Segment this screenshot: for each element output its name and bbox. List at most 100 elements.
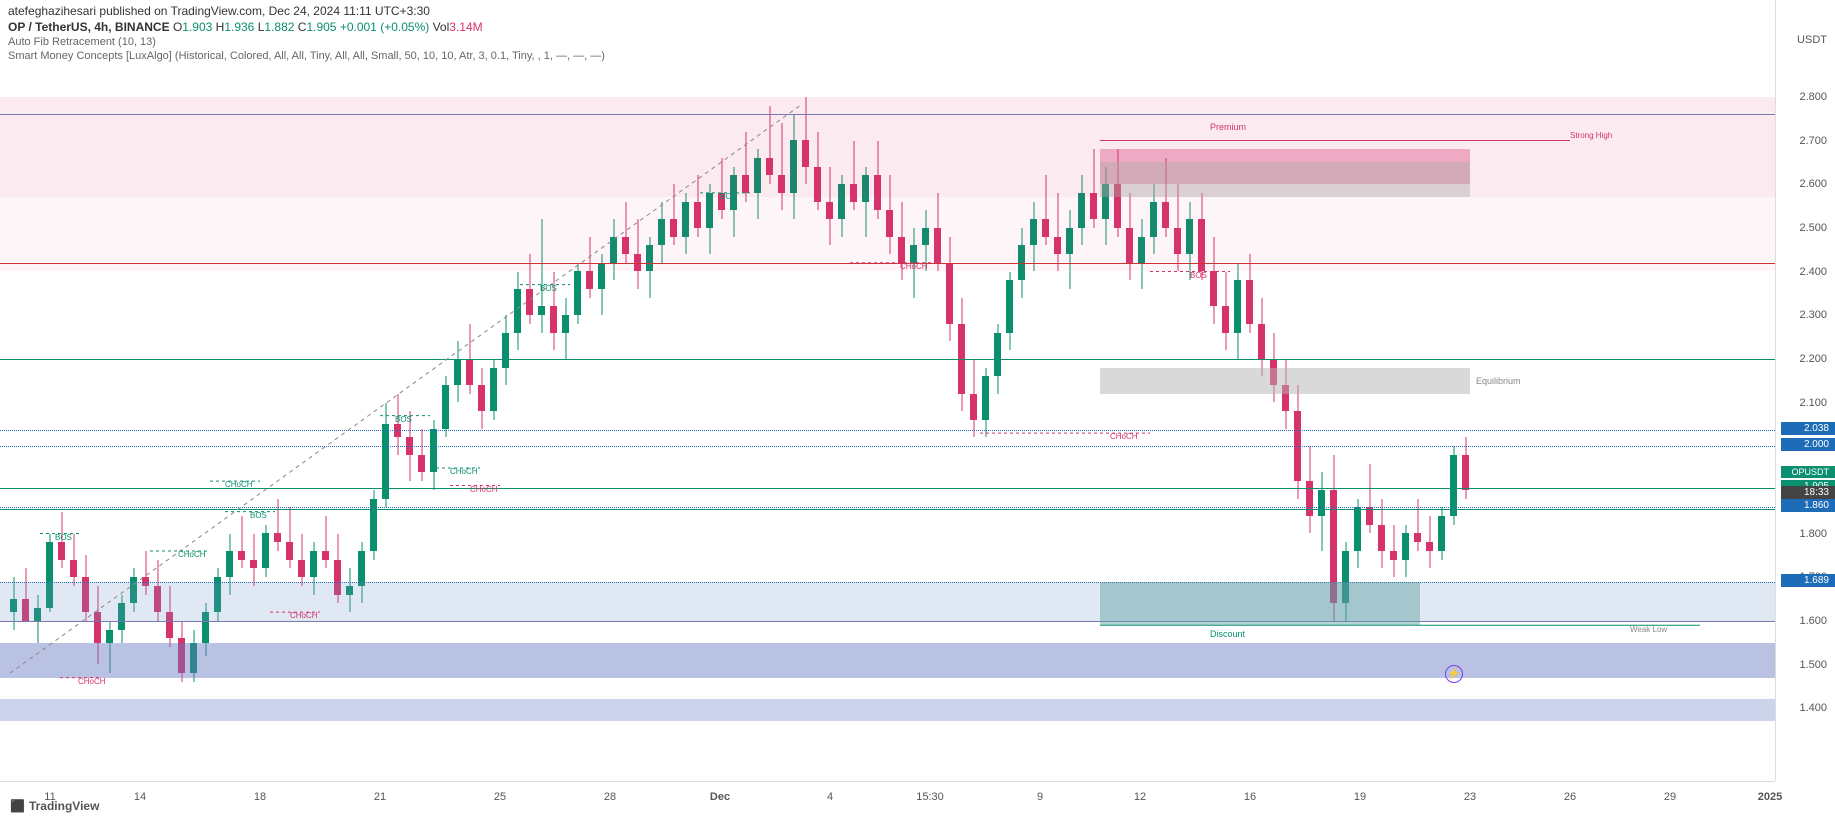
candle bbox=[502, 315, 509, 385]
candle bbox=[490, 359, 497, 420]
x-tick: Dec bbox=[710, 791, 730, 803]
y-tick: 2.800 bbox=[1799, 91, 1827, 103]
candle bbox=[1006, 272, 1013, 351]
y-tick: 2.400 bbox=[1799, 266, 1827, 278]
indicator-smc: Smart Money Concepts [LuxAlgo] (Historic… bbox=[8, 50, 1827, 62]
volume: Vol3.14M bbox=[433, 20, 483, 34]
y-tick: 2.600 bbox=[1799, 178, 1827, 190]
x-tick: 21 bbox=[374, 791, 386, 803]
price-label: 2.038 bbox=[1781, 422, 1835, 435]
smc-label: CHoCH bbox=[78, 677, 106, 686]
y-tick: 2.200 bbox=[1799, 353, 1827, 365]
smc-label: CHoCH bbox=[225, 480, 253, 489]
annotation: Weak Low bbox=[1630, 625, 1667, 634]
x-tick: 12 bbox=[1134, 791, 1146, 803]
time-axis: 111418212528Dec415:3091216192326292025 bbox=[0, 781, 1775, 821]
y-tick: 2.700 bbox=[1799, 135, 1827, 147]
candle bbox=[1366, 464, 1373, 534]
x-tick: 28 bbox=[604, 791, 616, 803]
annotation: Strong High bbox=[1570, 131, 1612, 140]
annotation: Premium bbox=[1210, 122, 1246, 132]
x-tick: 15:30 bbox=[916, 791, 944, 803]
horizontal-line bbox=[0, 430, 1775, 431]
price-zone bbox=[0, 643, 1775, 678]
smc-label: CHoCH bbox=[450, 467, 478, 476]
x-tick: 25 bbox=[494, 791, 506, 803]
candle bbox=[1426, 516, 1433, 568]
indicator-fib: Auto Fib Retracement (10, 13) bbox=[8, 36, 1827, 48]
x-tick: 26 bbox=[1564, 791, 1576, 803]
candle bbox=[958, 298, 965, 412]
horizontal-line bbox=[0, 488, 1775, 489]
horizontal-line bbox=[0, 446, 1775, 447]
candle bbox=[1438, 507, 1445, 559]
box-zone bbox=[1100, 162, 1470, 197]
y-tick: 2.500 bbox=[1799, 222, 1827, 234]
price-zone bbox=[0, 197, 1775, 271]
ohlc-l: L1.882 bbox=[258, 20, 295, 34]
smc-label: BOS bbox=[250, 511, 267, 520]
change: +0.001 bbox=[340, 20, 377, 34]
x-tick: 9 bbox=[1037, 791, 1043, 803]
candle bbox=[1318, 472, 1325, 551]
horizontal-line bbox=[0, 263, 1775, 264]
candle bbox=[370, 490, 377, 560]
candle bbox=[562, 298, 569, 359]
smc-label: BOS bbox=[720, 192, 737, 201]
candle bbox=[298, 534, 305, 586]
smc-label: BOS bbox=[395, 415, 412, 424]
candle bbox=[1390, 525, 1397, 577]
symbol-line: OP / TetherUS, 4h, BINANCE O1.903 H1.936… bbox=[8, 20, 1827, 34]
y-tick: 2.100 bbox=[1799, 397, 1827, 409]
y-tick: 2.300 bbox=[1799, 309, 1827, 321]
candle bbox=[454, 341, 461, 402]
price-zone bbox=[0, 97, 1775, 197]
x-tick: 19 bbox=[1354, 791, 1366, 803]
candle bbox=[1222, 272, 1229, 351]
smc-label: CHoCH bbox=[1110, 432, 1138, 441]
x-tick: 23 bbox=[1464, 791, 1476, 803]
box-zone bbox=[1100, 368, 1470, 394]
candle bbox=[442, 376, 449, 437]
symbol: OP / TetherUS, 4h, BINANCE bbox=[8, 20, 170, 34]
price-label: 18:33 bbox=[1781, 486, 1835, 499]
candle bbox=[262, 525, 269, 577]
smc-label: CHoCH bbox=[178, 550, 206, 559]
x-tick: 29 bbox=[1664, 791, 1676, 803]
candle bbox=[574, 263, 581, 324]
candle bbox=[1450, 446, 1457, 525]
candle bbox=[250, 534, 257, 586]
y-tick: 1.600 bbox=[1799, 615, 1827, 627]
candle bbox=[1258, 298, 1265, 377]
y-tick: 1.800 bbox=[1799, 528, 1827, 540]
x-tick: 14 bbox=[134, 791, 146, 803]
smc-label: CHoCH bbox=[290, 611, 318, 620]
candle bbox=[514, 272, 521, 351]
horizontal-line bbox=[0, 621, 1775, 622]
box-zone bbox=[1100, 582, 1420, 626]
smc-label: BOS bbox=[540, 284, 557, 293]
candle bbox=[382, 403, 389, 508]
price-zone bbox=[0, 699, 1775, 721]
candle bbox=[982, 368, 989, 438]
price-label: 1.689 bbox=[1781, 574, 1835, 587]
tradingview-watermark: ⬛ TradingView bbox=[10, 799, 99, 813]
candle bbox=[1402, 525, 1409, 577]
candle bbox=[418, 429, 425, 481]
ohlc-o: O1.903 bbox=[173, 20, 212, 34]
chart-header: atefeghazihesari published on TradingVie… bbox=[0, 0, 1835, 68]
publisher-line: atefeghazihesari published on TradingVie… bbox=[8, 4, 1827, 18]
price-label: 1.860 bbox=[1781, 499, 1835, 512]
chart-area[interactable]: Equilibrium Premium Strong High Discount Wea… bbox=[0, 0, 1775, 781]
change-pct: (+0.05%) bbox=[380, 20, 429, 34]
price-label: 2.000 bbox=[1781, 438, 1835, 451]
bolt-icon[interactable]: ⚡ bbox=[1445, 665, 1463, 683]
candle bbox=[478, 368, 485, 429]
ohlc-c: C1.905 bbox=[298, 20, 337, 34]
annotation: Discount bbox=[1210, 629, 1245, 639]
zone-label: Equilibrium bbox=[1476, 376, 1521, 386]
candle bbox=[1234, 263, 1241, 359]
x-tick: 2025 bbox=[1758, 791, 1782, 803]
horizontal-line bbox=[0, 507, 1775, 508]
x-tick: 18 bbox=[254, 791, 266, 803]
